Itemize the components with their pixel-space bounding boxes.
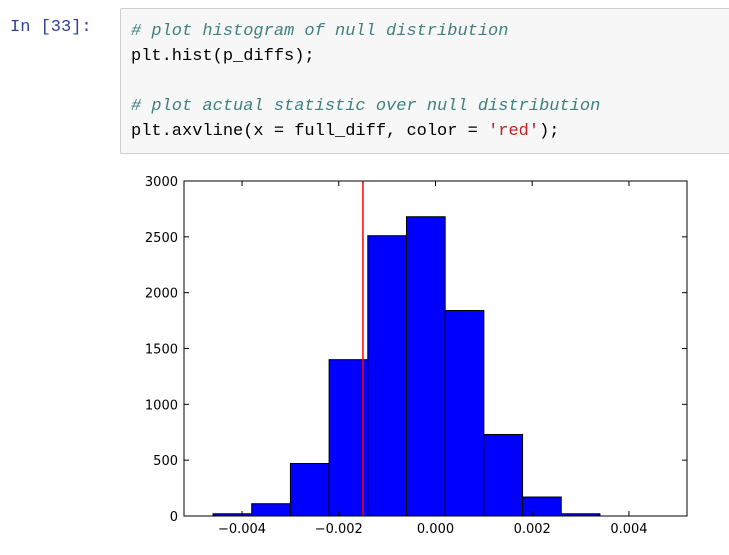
y-tick-label: 2000	[145, 287, 178, 302]
y-tick-label: 0	[170, 510, 178, 525]
y-tick-label: 1500	[145, 343, 178, 358]
code-text: plt.axvline(x = full_diff, color =	[131, 122, 489, 141]
histogram-output: −0.004 −0.002 0.000 0.002 0.004 0 500 1000 1500…	[120, 165, 729, 550]
histogram-bar	[405, 216, 446, 517]
cell-prompt: In [33]:	[10, 18, 92, 37]
y-tick-label: 3000	[145, 175, 178, 190]
code-comment: # plot histogram of null distribution	[131, 22, 509, 41]
histogram-bar	[522, 496, 562, 517]
histogram-bar	[444, 310, 485, 517]
histogram-bar	[251, 503, 291, 517]
histogram-bar	[328, 359, 369, 517]
code-line-1: # plot histogram of null distribution	[131, 19, 729, 44]
y-tick-label: 500	[153, 454, 178, 469]
code-line-2: plt.hist(p_diffs);	[131, 44, 729, 69]
x-tick-label: 0.002	[514, 522, 551, 537]
code-line-blank	[131, 69, 729, 94]
histogram-bar	[483, 433, 524, 517]
code-text: );	[539, 122, 560, 141]
histogram-bar	[289, 463, 330, 517]
histogram-bars	[212, 216, 601, 517]
y-tick-label: 2500	[145, 231, 178, 246]
code-line-5: plt.axvline(x = full_diff, color = 'red'…	[131, 119, 729, 144]
histogram-chart: −0.004 −0.002 0.000 0.002 0.004 0 500 1000 1500…	[145, 175, 688, 537]
x-tick-label: −0.004	[218, 522, 266, 537]
code-text: plt.hist(p_diffs);	[131, 47, 315, 66]
y-tick-label: 1000	[145, 398, 178, 413]
code-string: 'red'	[488, 122, 540, 141]
y-axis: 0 500 1000 1500 2000 2500 3000	[145, 175, 687, 525]
x-tick-label: 0.004	[610, 522, 647, 537]
code-line-4: # plot actual statistic over null distri…	[131, 94, 729, 119]
x-axis: −0.004 −0.002 0.000 0.002 0.004	[218, 181, 648, 537]
code-comment: # plot actual statistic over null distri…	[131, 97, 601, 116]
x-tick-label: 0.000	[417, 522, 454, 537]
code-cell-input[interactable]: # plot histogram of null distribution pl…	[120, 8, 729, 154]
x-tick-label: −0.002	[315, 522, 363, 537]
histogram-bar	[367, 235, 407, 517]
